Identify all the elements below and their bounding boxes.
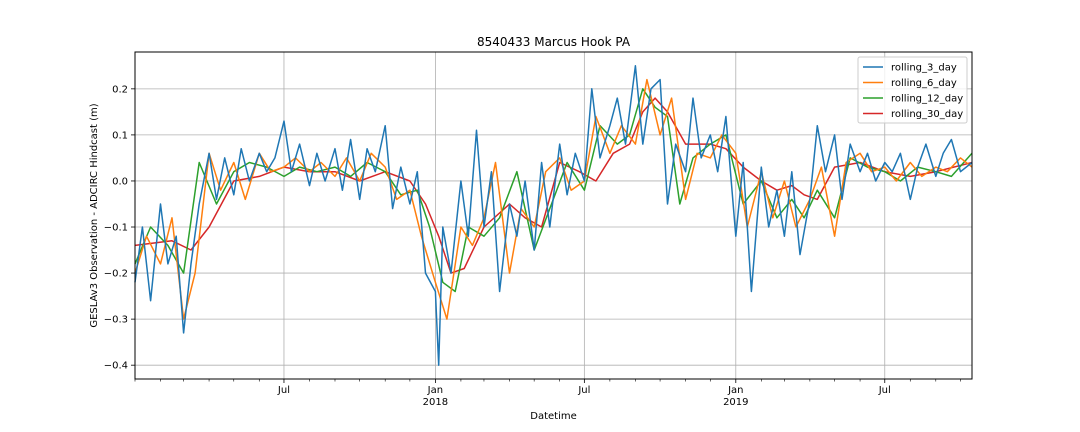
y-tick-label: −0.2 (104, 269, 128, 280)
y-tick-label: 0.0 (112, 176, 128, 187)
x-tick-label: Jul (577, 385, 590, 396)
legend-label: rolling_3_day (891, 63, 957, 74)
legend-label: rolling_30_day (891, 109, 963, 120)
x-tick-year-label: 2018 (423, 397, 448, 408)
y-tick-label: −0.3 (104, 315, 128, 326)
y-tick-label: −0.1 (104, 223, 128, 234)
legend: rolling_3_day rolling_6_day rolling_12_day… (857, 56, 968, 124)
legend-box (857, 56, 968, 124)
series-line-rolling_3_day (134, 65, 973, 366)
grid (135, 52, 972, 379)
x-tick-year-label: 2019 (723, 397, 748, 408)
chart-title: 8540433 Marcus Hook PA (477, 35, 631, 49)
plot-frame (134, 51, 973, 380)
plot-area (134, 65, 973, 366)
y-tick-label: 0.1 (112, 130, 128, 141)
x-tick-label: Jul (277, 385, 290, 396)
series-line-rolling_6_day (134, 78, 973, 320)
x-tick-label: Jan (427, 385, 443, 396)
x-axis-label: Datetime (530, 411, 577, 422)
x-tick-label: Jul (878, 385, 891, 396)
legend-label: rolling_12_day (891, 94, 963, 105)
legend-label: rolling_6_day (891, 78, 957, 89)
x-tick-label: Jan (727, 385, 743, 396)
series-line-rolling_12_day (134, 88, 973, 293)
y-tick-label: −0.4 (104, 361, 128, 372)
y-tick-label: 0.2 (112, 84, 128, 95)
y-axis-label: GESLAv3 Observation - ADCIRC Hindcast (m… (89, 103, 100, 327)
